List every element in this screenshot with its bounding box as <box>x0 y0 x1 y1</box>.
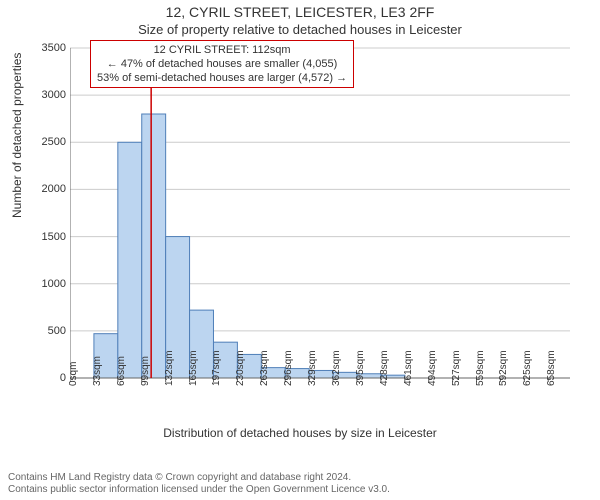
y-tick-label: 1500 <box>6 231 66 243</box>
x-axis-label: Distribution of detached houses by size … <box>0 426 600 440</box>
plot-svg <box>70 38 580 398</box>
footer-line1: Contains HM Land Registry data © Crown c… <box>8 472 390 484</box>
annotation-line1: 12 CYRIL STREET: 112sqm <box>97 43 347 57</box>
y-tick-label: 2500 <box>6 136 66 148</box>
chart-wrapper: 12, CYRIL STREET, LEICESTER, LE3 2FF Siz… <box>0 0 600 500</box>
annotation-line2: ← 47% of detached houses are smaller (4,… <box>97 57 347 71</box>
footer: Contains HM Land Registry data © Crown c… <box>8 472 390 496</box>
chart-subtitle: Size of property relative to detached ho… <box>0 22 600 37</box>
y-tick-label: 3500 <box>6 42 66 54</box>
y-tick-label: 500 <box>6 325 66 337</box>
annotation-line3: 53% of semi-detached houses are larger (… <box>97 71 347 85</box>
annotation-box: 12 CYRIL STREET: 112sqm ← 47% of detache… <box>90 40 354 88</box>
y-tick-label: 3000 <box>6 89 66 101</box>
footer-line2: Contains public sector information licen… <box>8 484 390 496</box>
y-tick-label: 1000 <box>6 278 66 290</box>
y-tick-label: 0 <box>6 372 66 384</box>
y-tick-label: 2000 <box>6 183 66 195</box>
chart-title: 12, CYRIL STREET, LEICESTER, LE3 2FF <box>0 4 600 20</box>
